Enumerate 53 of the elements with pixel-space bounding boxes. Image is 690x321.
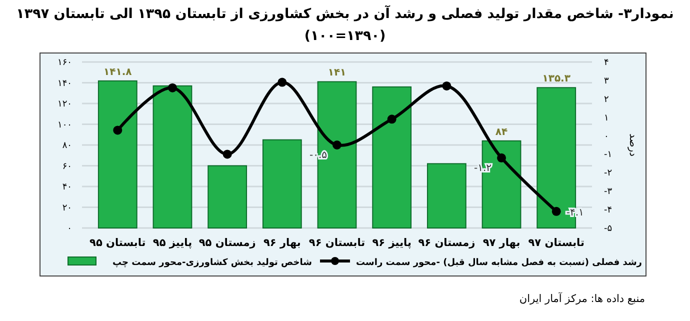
y2-tick-label: ۱ (604, 113, 609, 124)
point (113, 126, 122, 135)
y-tick-label: ۱۰۰ (57, 120, 72, 130)
y2-tick-label: ۴ (604, 58, 609, 68)
x-tick-label: تابستان ۹۶ (308, 237, 366, 249)
y-tick-label: ۸۰ (62, 141, 72, 151)
y2-tick-label: ۰ (604, 132, 609, 142)
data-label: ۱۴۱.۸ (104, 66, 132, 78)
y2-tick-label: -۱ (604, 150, 612, 160)
y2-tick-label: ۲ (604, 94, 609, 105)
y2-axis-title: درصد (627, 133, 638, 157)
x-tick-label: بهار ۹۶ (263, 237, 301, 249)
legend-label: شاخص تولید بخش کشاورزی-محور سمت چپ (112, 258, 312, 268)
y2-tick-label: -۲ (604, 168, 612, 179)
point (332, 140, 342, 150)
point (442, 81, 452, 90)
bar (98, 80, 138, 228)
bar (152, 85, 192, 228)
x-tick-label: تابستان ۹۷ (528, 237, 585, 249)
y-tick-label: ۲۰ (62, 203, 72, 214)
y-tick-label: ۴۰ (62, 182, 72, 192)
point (168, 83, 177, 92)
bar (372, 86, 412, 228)
chart-title: نمودار۳- شاخص مقدار تولید فصلی و رشد آن در بخش کشاورزی از تابستان ۱۳۹۵ الی تابستان ۱۳۹۷ (16, 5, 674, 22)
y2-tick-label: ۳ (604, 76, 609, 86)
y-tick-label: ۰ (67, 224, 72, 234)
text: منبع داده ها: مرکز آمار ایران (519, 292, 645, 305)
y-tick-label: ۶۰ (62, 162, 72, 172)
y2-tick-label: -۳ (604, 187, 612, 198)
y2-tick-label: -۵ (604, 224, 612, 234)
point (387, 114, 396, 124)
data-label: ۸۴ (495, 126, 508, 138)
point (222, 150, 232, 159)
chart-subtitle: (۱۳۹۰=۱۰۰) (304, 28, 386, 44)
y-tick-label: ۱۴۰ (57, 78, 72, 89)
x-tick-label: زمستان ۹۵ (198, 237, 256, 249)
point (552, 206, 561, 216)
x-tick-label: تابستان ۹۵ (90, 237, 146, 249)
data-label: ۱۴۱ (328, 68, 346, 79)
legend-label: رشد فصلی (نسبت به فصل مشابه سال قبل) -محور سمت راست (356, 258, 642, 268)
x-tick-label: پاییز ۹۵ (152, 237, 192, 249)
x-tick-label: زمستان ۹۶ (418, 237, 476, 249)
bar (208, 165, 248, 228)
bar (426, 163, 466, 228)
y-tick-label: ۱۲۰ (57, 100, 72, 110)
bar (262, 139, 302, 228)
y2-tick-label: -۴ (604, 206, 612, 216)
data-label: ۱۳۵.۳ (542, 74, 570, 85)
x-tick-label: پاییز ۹۶ (372, 237, 412, 249)
point (278, 78, 287, 87)
point (497, 153, 506, 162)
x-tick-label: بهار ۹۷ (482, 237, 520, 249)
y-tick-label: ۱۶۰ (57, 58, 72, 68)
